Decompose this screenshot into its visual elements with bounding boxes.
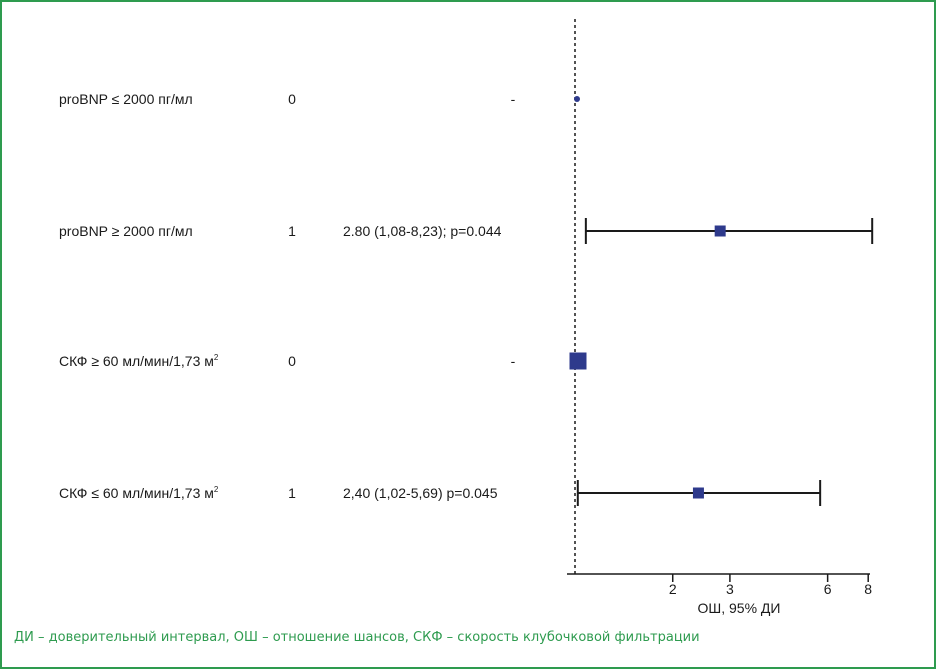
x-tick-label-3: 3 — [726, 581, 734, 597]
row-ref-0: 0 — [288, 91, 296, 107]
row-or-text-0: - — [511, 91, 516, 107]
row-or-text-1: 2.80 (1,08-8,23); p=0.044 — [343, 223, 502, 239]
row-ref-3: 1 — [288, 485, 296, 501]
row-label-0: proBNP ≤ 2000 пг/мл — [59, 91, 193, 107]
point-marker-2 — [569, 352, 587, 370]
row-label-3: СКФ ≤ 60 мл/мин/1,73 м2 — [59, 485, 219, 501]
x-tick-label-6: 6 — [824, 581, 832, 597]
row-ref-2: 0 — [288, 353, 296, 369]
row-label-1: proBNP ≥ 2000 пг/мл — [59, 223, 193, 239]
footnote: ДИ – доверительный интервал, ОШ – отноше… — [14, 630, 700, 645]
row-or-text-2: - — [511, 353, 516, 369]
x-tick-label-2: 2 — [669, 581, 677, 597]
point-marker-3 — [692, 487, 704, 499]
row-or-text-3: 2,40 (1,02-5,69) p=0.045 — [343, 485, 498, 501]
x-tick-label-8: 8 — [864, 581, 872, 597]
point-marker-0 — [574, 96, 580, 102]
x-axis-title: ОШ, 95% ДИ — [698, 600, 781, 616]
point-marker-1 — [714, 225, 726, 237]
row-ref-1: 1 — [288, 223, 296, 239]
row-label-2: СКФ ≥ 60 мл/мин/1,73 м2 — [59, 353, 219, 369]
